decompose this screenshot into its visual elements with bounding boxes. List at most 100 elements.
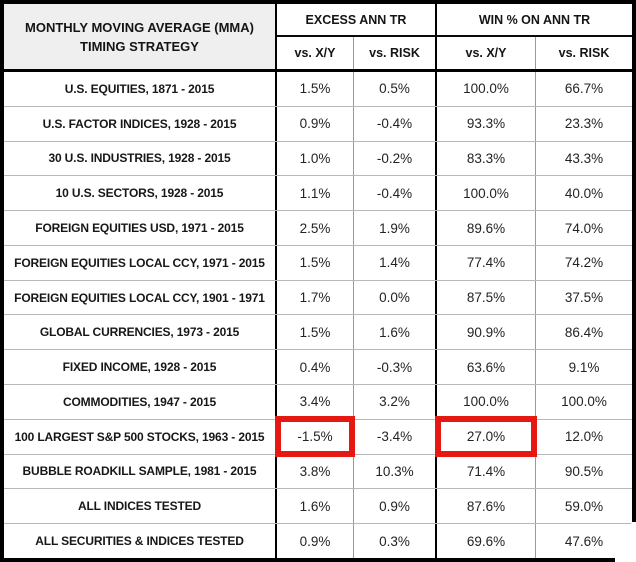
value-cell: 37.5% <box>564 290 604 306</box>
value-cell: 1.4% <box>354 245 437 280</box>
group-header-row: EXCESS ANN TR WIN % ON ANN TR <box>277 4 632 37</box>
value-cell: 1.5% <box>277 72 354 106</box>
value-cell: 47.6% <box>564 533 604 549</box>
table-row: U.S. EQUITIES, 1871 - 2015 1.5% 0.5% 100.0%… <box>4 72 632 107</box>
table-title-line-1: MONTHLY MOVING AVERAGE (MMA) <box>25 19 254 35</box>
value-cell: 0.0% <box>354 280 437 315</box>
value-cell: 71.4% <box>437 454 536 489</box>
value-cell: 2.5% <box>277 211 354 245</box>
value-cell: 66.7% <box>564 81 604 97</box>
value-cell: 100.0% <box>561 394 607 410</box>
table-header: MONTHLY MOVING AVERAGE (MMA) TIMING STRA… <box>4 4 632 72</box>
value-cell: -0.4% <box>354 106 437 141</box>
row-label: FOREIGN EQUITIES LOCAL CCY, 1971 - 2015 <box>4 245 277 280</box>
value-cell: 83.3% <box>437 141 536 176</box>
border-crop-artifact-right <box>631 522 636 562</box>
table-row: GLOBAL CURRENCIES, 1973 - 2015 1.5% 1.6% 90… <box>4 315 632 351</box>
value-cell: 1.9% <box>354 211 437 245</box>
table-row: COMMODITIES, 1947 - 2015 3.4% 3.2% 100.0% 10… <box>4 385 632 420</box>
value-cell: 0.9% <box>277 524 354 558</box>
value-cell: 59.0% <box>564 498 604 514</box>
value-cell: 1.6% <box>354 315 437 350</box>
column-headers: EXCESS ANN TR WIN % ON ANN TR vs. X/Y vs… <box>277 4 632 69</box>
row-label: U.S. FACTOR INDICES, 1928 - 2015 <box>4 106 277 141</box>
value-cell: 3.2% <box>354 385 437 419</box>
row-label: BUBBLE ROADKILL SAMPLE, 1981 - 2015 <box>4 454 277 489</box>
value-cell: 87.6% <box>437 489 536 524</box>
value-cell: -0.4% <box>354 176 437 211</box>
value-cell: 86.4% <box>564 324 604 340</box>
row-label: ALL SECURITIES & INDICES TESTED <box>4 524 277 558</box>
group-header-excess-ann-tr: EXCESS ANN TR <box>277 4 437 35</box>
value-cell: 90.9% <box>437 315 536 350</box>
value-cell: 100.0% <box>437 385 536 419</box>
value-cell: 3.4% <box>277 385 354 419</box>
value-cell: 1.5% <box>277 315 354 350</box>
value-cell: 89.6% <box>437 211 536 245</box>
value-cell: 93.3% <box>437 106 536 141</box>
value-cell: 74.0% <box>564 220 604 236</box>
table-title: MONTHLY MOVING AVERAGE (MMA) TIMING STRA… <box>4 4 277 69</box>
table-row: FIXED INCOME, 1928 - 2015 0.4% -0.3% 63.6% 9… <box>4 350 632 386</box>
row-label: GLOBAL CURRENCIES, 1973 - 2015 <box>4 315 277 350</box>
row-label: U.S. EQUITIES, 1871 - 2015 <box>4 72 277 106</box>
sub-header-win-vs-xy: vs. X/Y <box>437 37 536 69</box>
value-cell: 10.3% <box>354 454 437 489</box>
value-cell: -0.3% <box>354 350 437 385</box>
value-cell: 0.5% <box>354 72 437 106</box>
row-label: 30 U.S. INDUSTRIES, 1928 - 2015 <box>4 141 277 176</box>
table-title-line-2: TIMING STRATEGY <box>80 38 199 54</box>
value-cell: 3.8% <box>277 454 354 489</box>
row-label: 10 U.S. SECTORS, 1928 - 2015 <box>4 176 277 211</box>
value-cell-highlighted: -1.5% <box>275 416 355 457</box>
value-cell: 1.6% <box>277 489 354 524</box>
value-cell: 77.4% <box>437 245 536 280</box>
value-cell: 12.0% <box>564 429 604 445</box>
value-cell: 90.5% <box>564 463 604 479</box>
value-cell-highlighted: 27.0% <box>435 416 537 457</box>
table-row: U.S. FACTOR INDICES, 1928 - 2015 0.9% -0.4… <box>4 106 632 142</box>
value-cell: 0.9% <box>354 489 437 524</box>
row-label: FOREIGN EQUITIES USD, 1971 - 2015 <box>4 211 277 245</box>
value-cell: 23.3% <box>564 116 604 132</box>
value-cell: 100.0% <box>437 176 536 211</box>
row-label: 100 LARGEST S&P 500 STOCKS, 1963 - 2015 <box>4 419 277 454</box>
row-label: FOREIGN EQUITIES LOCAL CCY, 1901 - 1971 <box>4 280 277 315</box>
row-label: COMMODITIES, 1947 - 2015 <box>4 385 277 419</box>
value-cell: 0.9% <box>277 106 354 141</box>
sub-header-excess-vs-risk: vs. RISK <box>354 37 437 69</box>
value-cell: 1.1% <box>277 176 354 211</box>
table-row: 30 U.S. INDUSTRIES, 1928 - 2015 1.0% -0.2%… <box>4 141 632 177</box>
table-row: FOREIGN EQUITIES LOCAL CCY, 1901 - 1971 1… <box>4 280 632 316</box>
value-cell: 74.2% <box>564 255 604 271</box>
value-cell: 69.6% <box>437 524 536 558</box>
value-cell: -3.4% <box>354 419 437 454</box>
value-cell: 0.4% <box>277 350 354 385</box>
table-row: 100 LARGEST S&P 500 STOCKS, 1963 - 2015-… <box>4 416 632 457</box>
value-cell: -0.2% <box>354 141 437 176</box>
sub-header-excess-vs-xy: vs. X/Y <box>277 37 354 69</box>
group-header-win-pct-ann-tr: WIN % ON ANN TR <box>478 12 591 27</box>
value-cell: 1.5% <box>277 245 354 280</box>
sub-header-row: vs. X/Y vs. RISK vs. X/Y vs. RISK <box>277 37 632 69</box>
sub-header-win-vs-risk: vs. RISK <box>558 46 610 60</box>
value-cell: 87.5% <box>437 280 536 315</box>
value-cell: 63.6% <box>437 350 536 385</box>
row-label: ALL INDICES TESTED <box>4 489 277 524</box>
table-row: FOREIGN EQUITIES LOCAL CCY, 1971 - 2015 1… <box>4 245 632 281</box>
table-row: ALL SECURITIES & INDICES TESTED 0.9% 0.3% 6… <box>4 524 632 558</box>
table-row: BUBBLE ROADKILL SAMPLE, 1981 - 2015 3.8% 1… <box>4 454 632 490</box>
value-cell: 1.7% <box>277 280 354 315</box>
table-row: FOREIGN EQUITIES USD, 1971 - 2015 2.5% 1.9… <box>4 211 632 246</box>
row-label: FIXED INCOME, 1928 - 2015 <box>4 350 277 385</box>
value-cell: 43.3% <box>564 150 604 166</box>
table-row: 10 U.S. SECTORS, 1928 - 2015 1.1% -0.4% 100… <box>4 176 632 212</box>
table-body: U.S. EQUITIES, 1871 - 2015 1.5% 0.5% 100.0%… <box>4 72 632 558</box>
value-cell: 9.1% <box>568 359 600 375</box>
value-cell: 40.0% <box>564 185 604 201</box>
value-cell: 100.0% <box>437 72 536 106</box>
value-cell: 1.0% <box>277 141 354 176</box>
table-row: ALL INDICES TESTED 1.6% 0.9% 87.6% 59.0% <box>4 489 632 525</box>
border-crop-artifact-bottom <box>615 557 636 562</box>
